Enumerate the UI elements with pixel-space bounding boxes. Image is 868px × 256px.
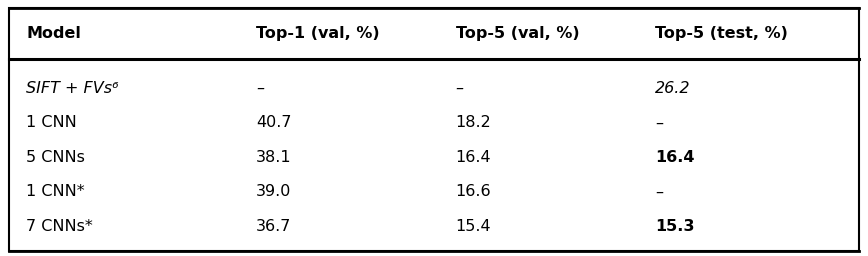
Text: 5 CNNs: 5 CNNs bbox=[26, 150, 85, 165]
Text: –: – bbox=[655, 185, 663, 199]
Text: 38.1: 38.1 bbox=[256, 150, 292, 165]
Text: 16.4: 16.4 bbox=[655, 150, 695, 165]
Text: 1 CNN: 1 CNN bbox=[26, 115, 76, 130]
Text: 16.4: 16.4 bbox=[456, 150, 491, 165]
Text: 39.0: 39.0 bbox=[256, 185, 292, 199]
Text: 15.4: 15.4 bbox=[456, 219, 491, 234]
Text: 26.2: 26.2 bbox=[655, 81, 691, 96]
Text: 18.2: 18.2 bbox=[456, 115, 491, 130]
Text: –: – bbox=[655, 115, 663, 130]
Text: 36.7: 36.7 bbox=[256, 219, 292, 234]
Text: –: – bbox=[456, 81, 464, 96]
Text: 7 CNNs*: 7 CNNs* bbox=[26, 219, 93, 234]
Text: Model: Model bbox=[26, 26, 81, 41]
Text: 1 CNN*: 1 CNN* bbox=[26, 185, 85, 199]
Text: 15.3: 15.3 bbox=[655, 219, 695, 234]
Text: Top-5 (test, %): Top-5 (test, %) bbox=[655, 26, 788, 41]
Text: –: – bbox=[256, 81, 264, 96]
Text: SIFT + FVs⁶: SIFT + FVs⁶ bbox=[26, 81, 119, 96]
Text: Top-5 (val, %): Top-5 (val, %) bbox=[456, 26, 579, 41]
Text: 40.7: 40.7 bbox=[256, 115, 292, 130]
FancyBboxPatch shape bbox=[9, 8, 859, 251]
Text: 16.6: 16.6 bbox=[456, 185, 491, 199]
Text: Top-1 (val, %): Top-1 (val, %) bbox=[256, 26, 379, 41]
